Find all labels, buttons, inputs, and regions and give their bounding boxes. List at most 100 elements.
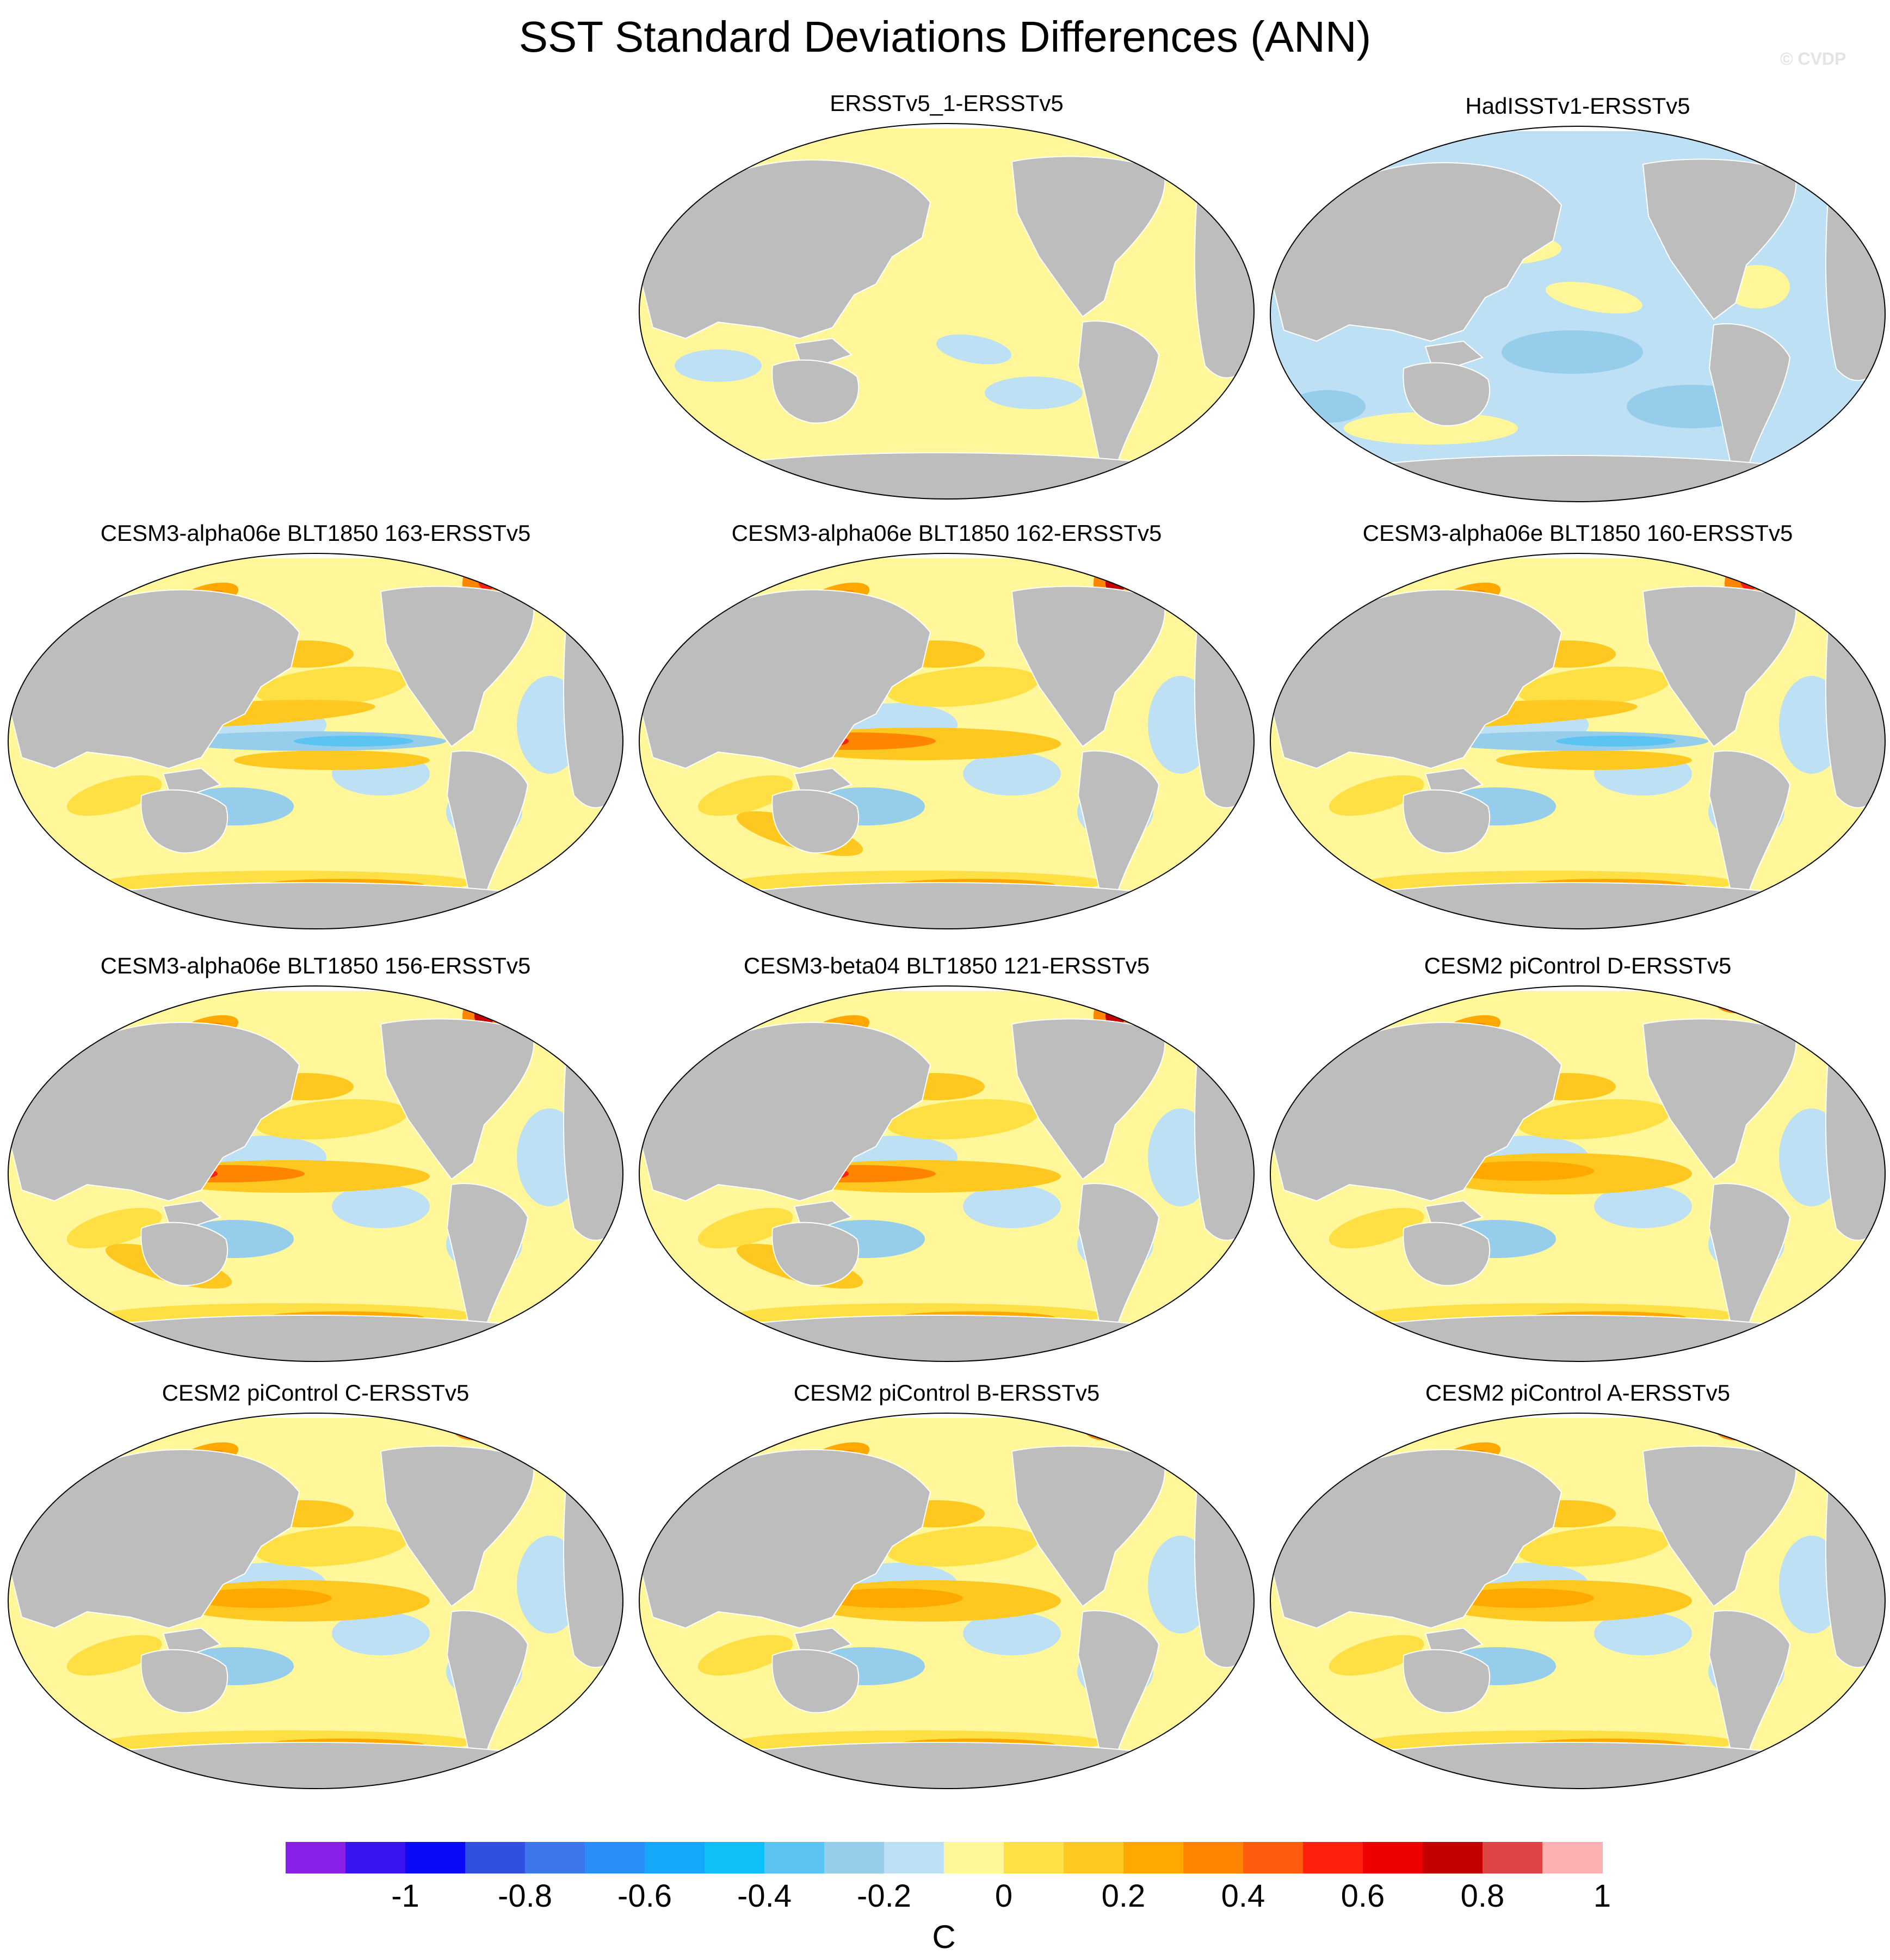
map-panel-alpha06e-162: CESM3-alpha06e BLT1850 162-ERSSTv5 [631,517,1262,941]
australia-landmass [771,1222,860,1286]
colorbar-swatch [585,1842,645,1873]
colorbar-swatch [1123,1842,1184,1873]
map-panel-picontrol-b: CESM2 piControl B-ERSSTv5 [631,1377,1262,1801]
anomaly-blob [1329,1635,1424,1676]
panel-title: HadISSTv1-ERSSTv5 [1465,93,1690,119]
australia-landmass [771,359,860,424]
map-field [1270,553,1885,929]
map-field [639,553,1254,929]
australia-landmass [140,789,228,854]
map-outline [639,1413,1255,1789]
anomaly-blob [234,750,430,770]
polar-missing-band [8,986,623,991]
enso-band-core [1453,1588,1594,1608]
panel-title: CESM3-alpha06e BLT1850 156-ERSSTv5 [100,953,531,978]
antarctica-landmass [1331,882,1824,929]
anomaly-blob [256,667,408,707]
cvdp-watermark: © CVDP [1780,49,1846,69]
colorbar-swatch [1363,1842,1423,1873]
colorbar-swatch [824,1842,885,1873]
south-america-landmass [1708,750,1791,914]
anomaly-blob [1714,986,1757,1013]
anomaly-blob [936,334,1012,365]
robinson-map [1270,553,1886,929]
colorbar-unit-label: C [932,1919,956,1955]
map-field [1270,986,1885,1361]
map-outline [1270,985,1886,1362]
polar-missing-band [639,986,1254,991]
colorbar-swatch [465,1842,526,1873]
anomaly-blob [452,1413,495,1440]
robinson-map [639,1413,1255,1789]
maritime-continent-landmass [1424,1200,1484,1226]
colorbar-swatch [884,1842,944,1873]
anomaly-blob [66,1207,162,1249]
maritime-continent-landmass [1424,340,1484,367]
map-outline [1270,126,1886,502]
panel-title: CESM3-alpha06e BLT1850 160-ERSSTv5 [1362,520,1793,546]
map-panel-alpha06e-156: CESM3-alpha06e BLT1850 156-ERSSTv5 [0,950,631,1374]
map-panel-picontrol-a: CESM2 piControl A-ERSSTv5 [1262,1377,1890,1801]
colorbar-swatch [1004,1842,1064,1873]
maritime-continent-landmass [793,1627,853,1654]
anomaly-blob [1329,775,1424,816]
anomaly-blob [1733,1421,1749,1432]
colorbar-swatch [1303,1842,1363,1873]
robinson-map [1270,1413,1886,1789]
maritime-continent-landmass [793,767,853,794]
maritime-continent-landmass [162,1200,221,1226]
anomaly-blob [1496,750,1692,770]
map-field [8,553,623,929]
south-america-landmass [1708,323,1791,487]
colorbar-swatch [1064,1842,1124,1873]
australia-landmass [771,789,860,854]
antarctica-landmass [700,882,1193,929]
colorbar-swatch [1243,1842,1304,1873]
australia-landmass [1403,1222,1491,1286]
map-panel-picontrol-c: CESM2 piControl C-ERSSTv5 [0,1377,631,1801]
anomaly-blob [1594,1612,1692,1655]
anomaly-blob [697,1207,793,1249]
colorbar-swatch [1483,1842,1543,1873]
south-america-landmass [1077,320,1160,484]
anomaly-blob [697,775,793,816]
map-outline [639,553,1255,929]
australia-landmass [140,1222,228,1286]
colorbar-tick-label: -0.6 [617,1878,672,1914]
antarctica-landmass [700,1315,1193,1361]
maritime-continent-landmass [793,1200,853,1226]
colorbar-swatch [764,1842,825,1873]
map-field [1270,1413,1885,1789]
map-panel-alpha06e-163: CESM3-alpha06e BLT1850 163-ERSSTv5 [0,517,631,941]
antarctica-landmass [1331,1315,1824,1361]
colorbar-tick-label: 0.8 [1460,1878,1505,1914]
south-america-landmass [446,1610,529,1774]
anomaly-blob [963,752,1061,796]
robinson-map [639,123,1255,500]
anomaly-blob [697,1635,793,1676]
anomaly-blob [985,377,1083,409]
figure-title: SST Standard Deviations Differences (ANN… [518,13,1372,61]
polar-missing-band [8,553,623,558]
polar-missing-band [639,124,1254,128]
map-outline [1270,553,1886,929]
south-america-landmass [1708,1183,1791,1347]
polar-missing-band [639,1413,1254,1418]
robinson-map [1270,985,1886,1362]
colorbar-swatch [645,1842,705,1873]
colorbar-swatch [405,1842,466,1873]
panel-title: CESM2 piControl D-ERSSTv5 [1424,953,1732,978]
robinson-map [8,553,623,929]
australia-landmass [1403,789,1491,854]
map-outline [639,123,1255,500]
colorbar-tick-label: -0.2 [857,1878,911,1914]
anomaly-blob [675,349,762,382]
south-america-landmass [446,1183,529,1347]
anomaly-blob [66,1635,162,1676]
panel-title: CESM3-alpha06e BLT1850 162-ERSSTv5 [731,520,1162,546]
colorbar-tick-label: 1 [1593,1878,1611,1914]
colorbar-swatch [705,1842,765,1873]
map-panel-alpha06e-160: CESM3-alpha06e BLT1850 160-ERSSTv5 [1262,517,1890,941]
polar-missing-band [8,1413,623,1418]
anomaly-blob [887,667,1039,707]
